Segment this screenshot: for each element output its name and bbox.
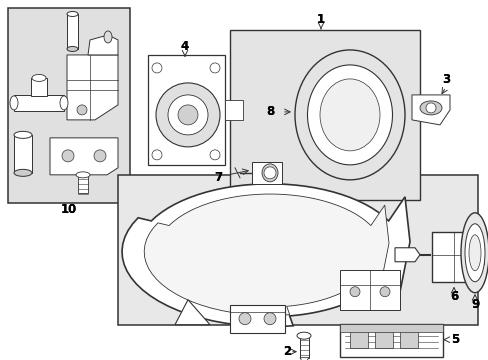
Bar [224, 100, 243, 120]
Circle shape [168, 95, 207, 135]
Bar [339, 324, 442, 357]
Circle shape [152, 63, 162, 73]
Ellipse shape [104, 31, 112, 43]
Circle shape [178, 105, 198, 125]
Ellipse shape [76, 172, 90, 178]
Polygon shape [122, 184, 409, 327]
Text: 6: 6 [449, 290, 457, 303]
Polygon shape [175, 300, 209, 325]
Circle shape [264, 313, 275, 325]
Text: 8: 8 [265, 105, 274, 118]
Bar [374, 330, 392, 348]
Text: 1: 1 [316, 13, 325, 27]
Ellipse shape [464, 224, 484, 282]
Circle shape [379, 287, 389, 297]
Circle shape [264, 167, 275, 179]
Ellipse shape [468, 235, 480, 271]
Bar [229, 30, 419, 200]
Text: 9: 9 [470, 298, 478, 311]
Bar [67, 14, 78, 49]
Text: 4: 4 [181, 40, 189, 53]
Ellipse shape [460, 213, 488, 293]
Text: 2: 2 [283, 345, 290, 358]
Ellipse shape [14, 131, 32, 138]
Polygon shape [394, 248, 419, 262]
Polygon shape [88, 35, 118, 55]
Text: 8: 8 [265, 105, 274, 118]
Circle shape [239, 313, 250, 325]
Polygon shape [144, 194, 388, 315]
Circle shape [152, 150, 162, 160]
Text: 6: 6 [449, 290, 457, 303]
Bar [14, 135, 32, 173]
Text: 10: 10 [61, 203, 77, 216]
Circle shape [94, 150, 106, 162]
Circle shape [77, 105, 87, 115]
Polygon shape [67, 55, 118, 120]
Text: 3: 3 [441, 73, 449, 86]
Bar [14, 95, 64, 111]
Bar [339, 324, 442, 332]
Text: 2: 2 [283, 345, 290, 358]
Bar [229, 305, 285, 333]
Bar [31, 78, 47, 96]
Text: 5: 5 [450, 333, 458, 346]
Ellipse shape [10, 96, 18, 110]
Text: 1: 1 [316, 13, 325, 27]
Circle shape [425, 103, 435, 113]
Bar [251, 162, 282, 184]
Ellipse shape [32, 75, 46, 81]
Ellipse shape [294, 50, 404, 180]
Ellipse shape [67, 46, 78, 51]
Text: 3: 3 [441, 73, 449, 86]
Ellipse shape [296, 332, 310, 339]
Ellipse shape [307, 65, 392, 165]
Text: 10: 10 [61, 203, 77, 216]
Polygon shape [411, 95, 449, 125]
Bar [349, 330, 367, 348]
Ellipse shape [14, 169, 32, 176]
Bar [399, 330, 417, 348]
Bar [118, 175, 477, 325]
Circle shape [62, 150, 74, 162]
Polygon shape [299, 358, 308, 360]
Circle shape [209, 63, 220, 73]
Polygon shape [50, 138, 118, 175]
Bar [8, 8, 130, 203]
Circle shape [349, 287, 359, 297]
Text: 7: 7 [214, 171, 222, 184]
Text: 7: 7 [214, 171, 222, 184]
Ellipse shape [262, 164, 278, 182]
Ellipse shape [67, 12, 78, 17]
Text: 9: 9 [470, 298, 478, 311]
Bar [431, 232, 475, 282]
Ellipse shape [60, 96, 68, 110]
Ellipse shape [319, 79, 379, 151]
Bar [475, 248, 483, 264]
Circle shape [209, 150, 220, 160]
Text: 4: 4 [181, 40, 189, 53]
Bar [78, 175, 88, 193]
Ellipse shape [419, 101, 441, 115]
Circle shape [156, 83, 220, 147]
Bar [339, 270, 399, 310]
Bar [148, 55, 224, 165]
Text: 5: 5 [450, 333, 458, 346]
Bar [299, 336, 308, 358]
